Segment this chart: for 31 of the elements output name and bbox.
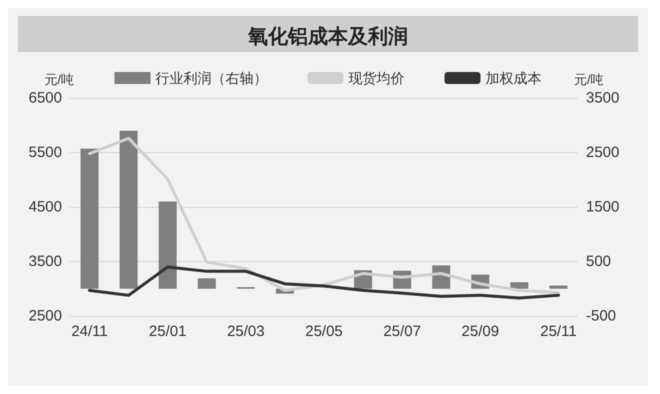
y-tick-label: 5500 [28,144,62,161]
x-tick-label: 25/03 [227,323,265,340]
legend-label: 行业利润（右轴） [156,70,268,86]
bar [120,130,138,289]
bar [80,148,99,289]
y-tick-label: 2500 [28,308,62,324]
x-tick-label: 25/07 [383,323,421,340]
chart-title: 氧化铝成本及利润 [247,25,408,48]
x-tick-label: 24/11 [71,323,108,340]
bar [549,285,568,289]
y-tick-label: 3500 [28,253,62,270]
y2-tick-label: 500 [586,253,612,270]
y2-tick-label: 1500 [586,198,620,216]
x-tick-label: 25/05 [305,323,343,340]
legend-label: 加权成本 [486,70,542,86]
legend-label: 现货均价 [348,70,404,86]
y-tick-label: 6500 [28,90,62,106]
line-series [88,265,560,300]
x-tick-label: 25/01 [148,323,186,340]
y2-tick-label: 3500 [586,90,620,106]
y-axis-title: 元/吨 [44,72,74,87]
bar [158,202,177,289]
y2-tick-label: 2500 [586,144,620,161]
bar [198,278,216,289]
line-series [88,136,560,294]
y-tick-label: 4500 [28,198,62,216]
x-tick-label: 25/11 [540,323,577,340]
x-tick-label: 25/09 [462,323,500,340]
y2-axis-title: 元/吨 [574,72,604,87]
y2-tick-label: -500 [586,308,616,324]
bar [510,282,528,289]
